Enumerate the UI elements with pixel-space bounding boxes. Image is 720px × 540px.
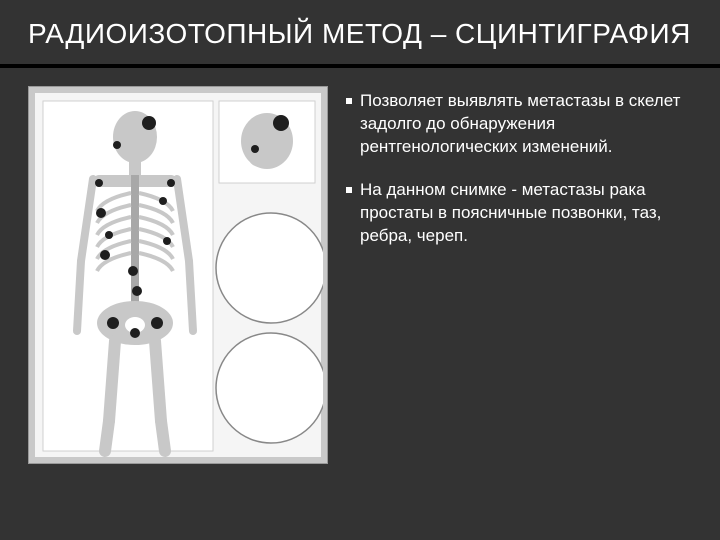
text-column: Позволяет выявлять метастазы в скелет за… (346, 86, 692, 478)
bullet-list: Позволяет выявлять метастазы в скелет за… (346, 90, 692, 248)
scan-svg (35, 93, 323, 459)
slide: РАДИОИЗОТОПНЫЙ МЕТОД – СЦИНТИГРАФИЯ Позв… (0, 0, 720, 540)
bullet-item: На данном снимке - метастазы рака проста… (346, 179, 692, 248)
scintigraphy-image (28, 86, 328, 464)
scan-canvas (35, 93, 321, 457)
content-row: Позволяет выявлять метастазы в скелет за… (0, 68, 720, 498)
image-column (28, 86, 328, 478)
slide-title: РАДИОИЗОТОПНЫЙ МЕТОД – СЦИНТИГРАФИЯ (0, 0, 720, 64)
bullet-item: Позволяет выявлять метастазы в скелет за… (346, 90, 692, 159)
